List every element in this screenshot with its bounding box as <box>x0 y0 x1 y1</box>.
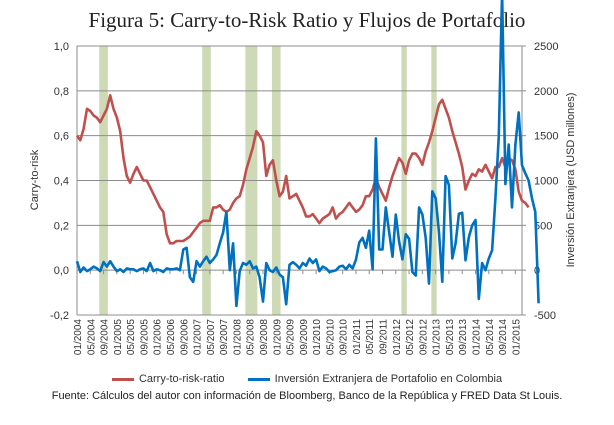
x-tick-label: 05/2010 <box>325 319 336 356</box>
x-tick-labels: 01/2004 05/2004 09/2004 01/2005 05/2005 09/20… <box>73 319 522 356</box>
x-tick-label: 01/2009 <box>272 319 283 356</box>
x-tick-label: 05/2008 <box>246 319 257 356</box>
x-tick-label: 01/2013 <box>432 319 443 356</box>
legend-swatch-inversion <box>247 377 270 381</box>
x-tick-label: 01/2006 <box>153 319 164 356</box>
x-tick-label: 09/2006 <box>179 319 190 356</box>
x-tick-label: 05/2014 <box>485 319 496 356</box>
x-tick-label: 05/2012 <box>405 319 416 356</box>
x-tick-label: 01/2007 <box>193 319 204 356</box>
y-tick-label: 0,0 <box>54 265 69 277</box>
x-tick-label: 05/2007 <box>206 319 217 356</box>
x-tick-label: 09/2012 <box>418 319 429 356</box>
x-tick-label: 01/2008 <box>232 319 243 356</box>
source-note: Fuente: Cálculos del autor con informaci… <box>51 390 563 402</box>
series-line-inversion-extranjera <box>75 0 540 308</box>
y-axis-label: Carry-to-risk <box>29 149 41 210</box>
legend: Carry-to-risk-ratio Inversión Extranjera… <box>0 373 614 385</box>
x-tick-label: 01/2011 <box>352 319 363 355</box>
x-tick-label: 05/2004 <box>86 319 97 356</box>
legend-label-inversion: Inversión Extranjera de Portafolio en Co… <box>274 373 503 385</box>
chart-title: Figura 5: Carry-to-Risk Ratio y Flujos d… <box>88 8 526 32</box>
y2-tick-label: -500 <box>534 310 556 322</box>
y2-tick-label: 1500 <box>534 131 558 143</box>
x-tick-label: 09/2014 <box>498 319 509 356</box>
x-tick-label: 01/2005 <box>113 319 124 356</box>
x-tick-label: 05/2013 <box>445 319 456 356</box>
x-tick-label: 05/2011 <box>365 319 376 355</box>
x-tick-label: 09/2009 <box>299 319 310 356</box>
x-tick-label: 05/2009 <box>286 319 297 356</box>
x-tick-label: 01/2012 <box>392 319 403 356</box>
x-tick-label: 09/2011 <box>379 319 390 355</box>
x-tick-label: 05/2005 <box>126 319 137 356</box>
y-tick-label: 0,8 <box>54 86 69 98</box>
x-tick-label: 05/2006 <box>166 319 177 356</box>
y2-axis-label: Inversión Extranjera (USD millones) <box>565 93 577 268</box>
x-tick-label: 01/2010 <box>312 319 323 356</box>
y2-tick-label: 500 <box>534 220 552 232</box>
y2-tick-label: 2000 <box>534 86 558 98</box>
x-tick-label: 01/2014 <box>472 319 483 356</box>
y-tick-label: 0,6 <box>54 131 69 143</box>
y2-tick-label: 1000 <box>534 176 558 188</box>
x-tick-label: 09/2005 <box>139 319 150 356</box>
x-tick-label: 09/2010 <box>339 319 350 356</box>
y-tick-label: 1,0 <box>54 41 69 53</box>
series-line-carry-to-risk <box>75 94 530 245</box>
x-tick-label: 01/2015 <box>511 319 522 356</box>
legend-item-inversion: Inversión Extranjera de Portafolio en Co… <box>247 373 503 385</box>
x-tick-label: 01/2004 <box>73 319 84 356</box>
y-tick-label: 0,2 <box>54 220 69 232</box>
x-tick-label: 09/2007 <box>219 319 230 356</box>
legend-item-carry: Carry-to-risk-ratio <box>111 373 225 385</box>
y-tick-label: 0,4 <box>54 176 69 188</box>
y-tick-labels: 1,0 0,8 0,6 0,4 0,2 0,0 -0,2 <box>50 41 69 322</box>
legend-label-carry: Carry-to-risk-ratio <box>138 373 225 385</box>
y-tick-label: -0,2 <box>50 310 69 322</box>
legend-swatch-carry <box>111 377 134 381</box>
x-tick-label: 09/2013 <box>458 319 469 356</box>
y2-tick-label: 2500 <box>534 41 558 53</box>
x-tick-label: 09/2008 <box>259 319 270 356</box>
x-tick-label: 09/2004 <box>100 319 111 356</box>
series-lines <box>75 0 540 308</box>
